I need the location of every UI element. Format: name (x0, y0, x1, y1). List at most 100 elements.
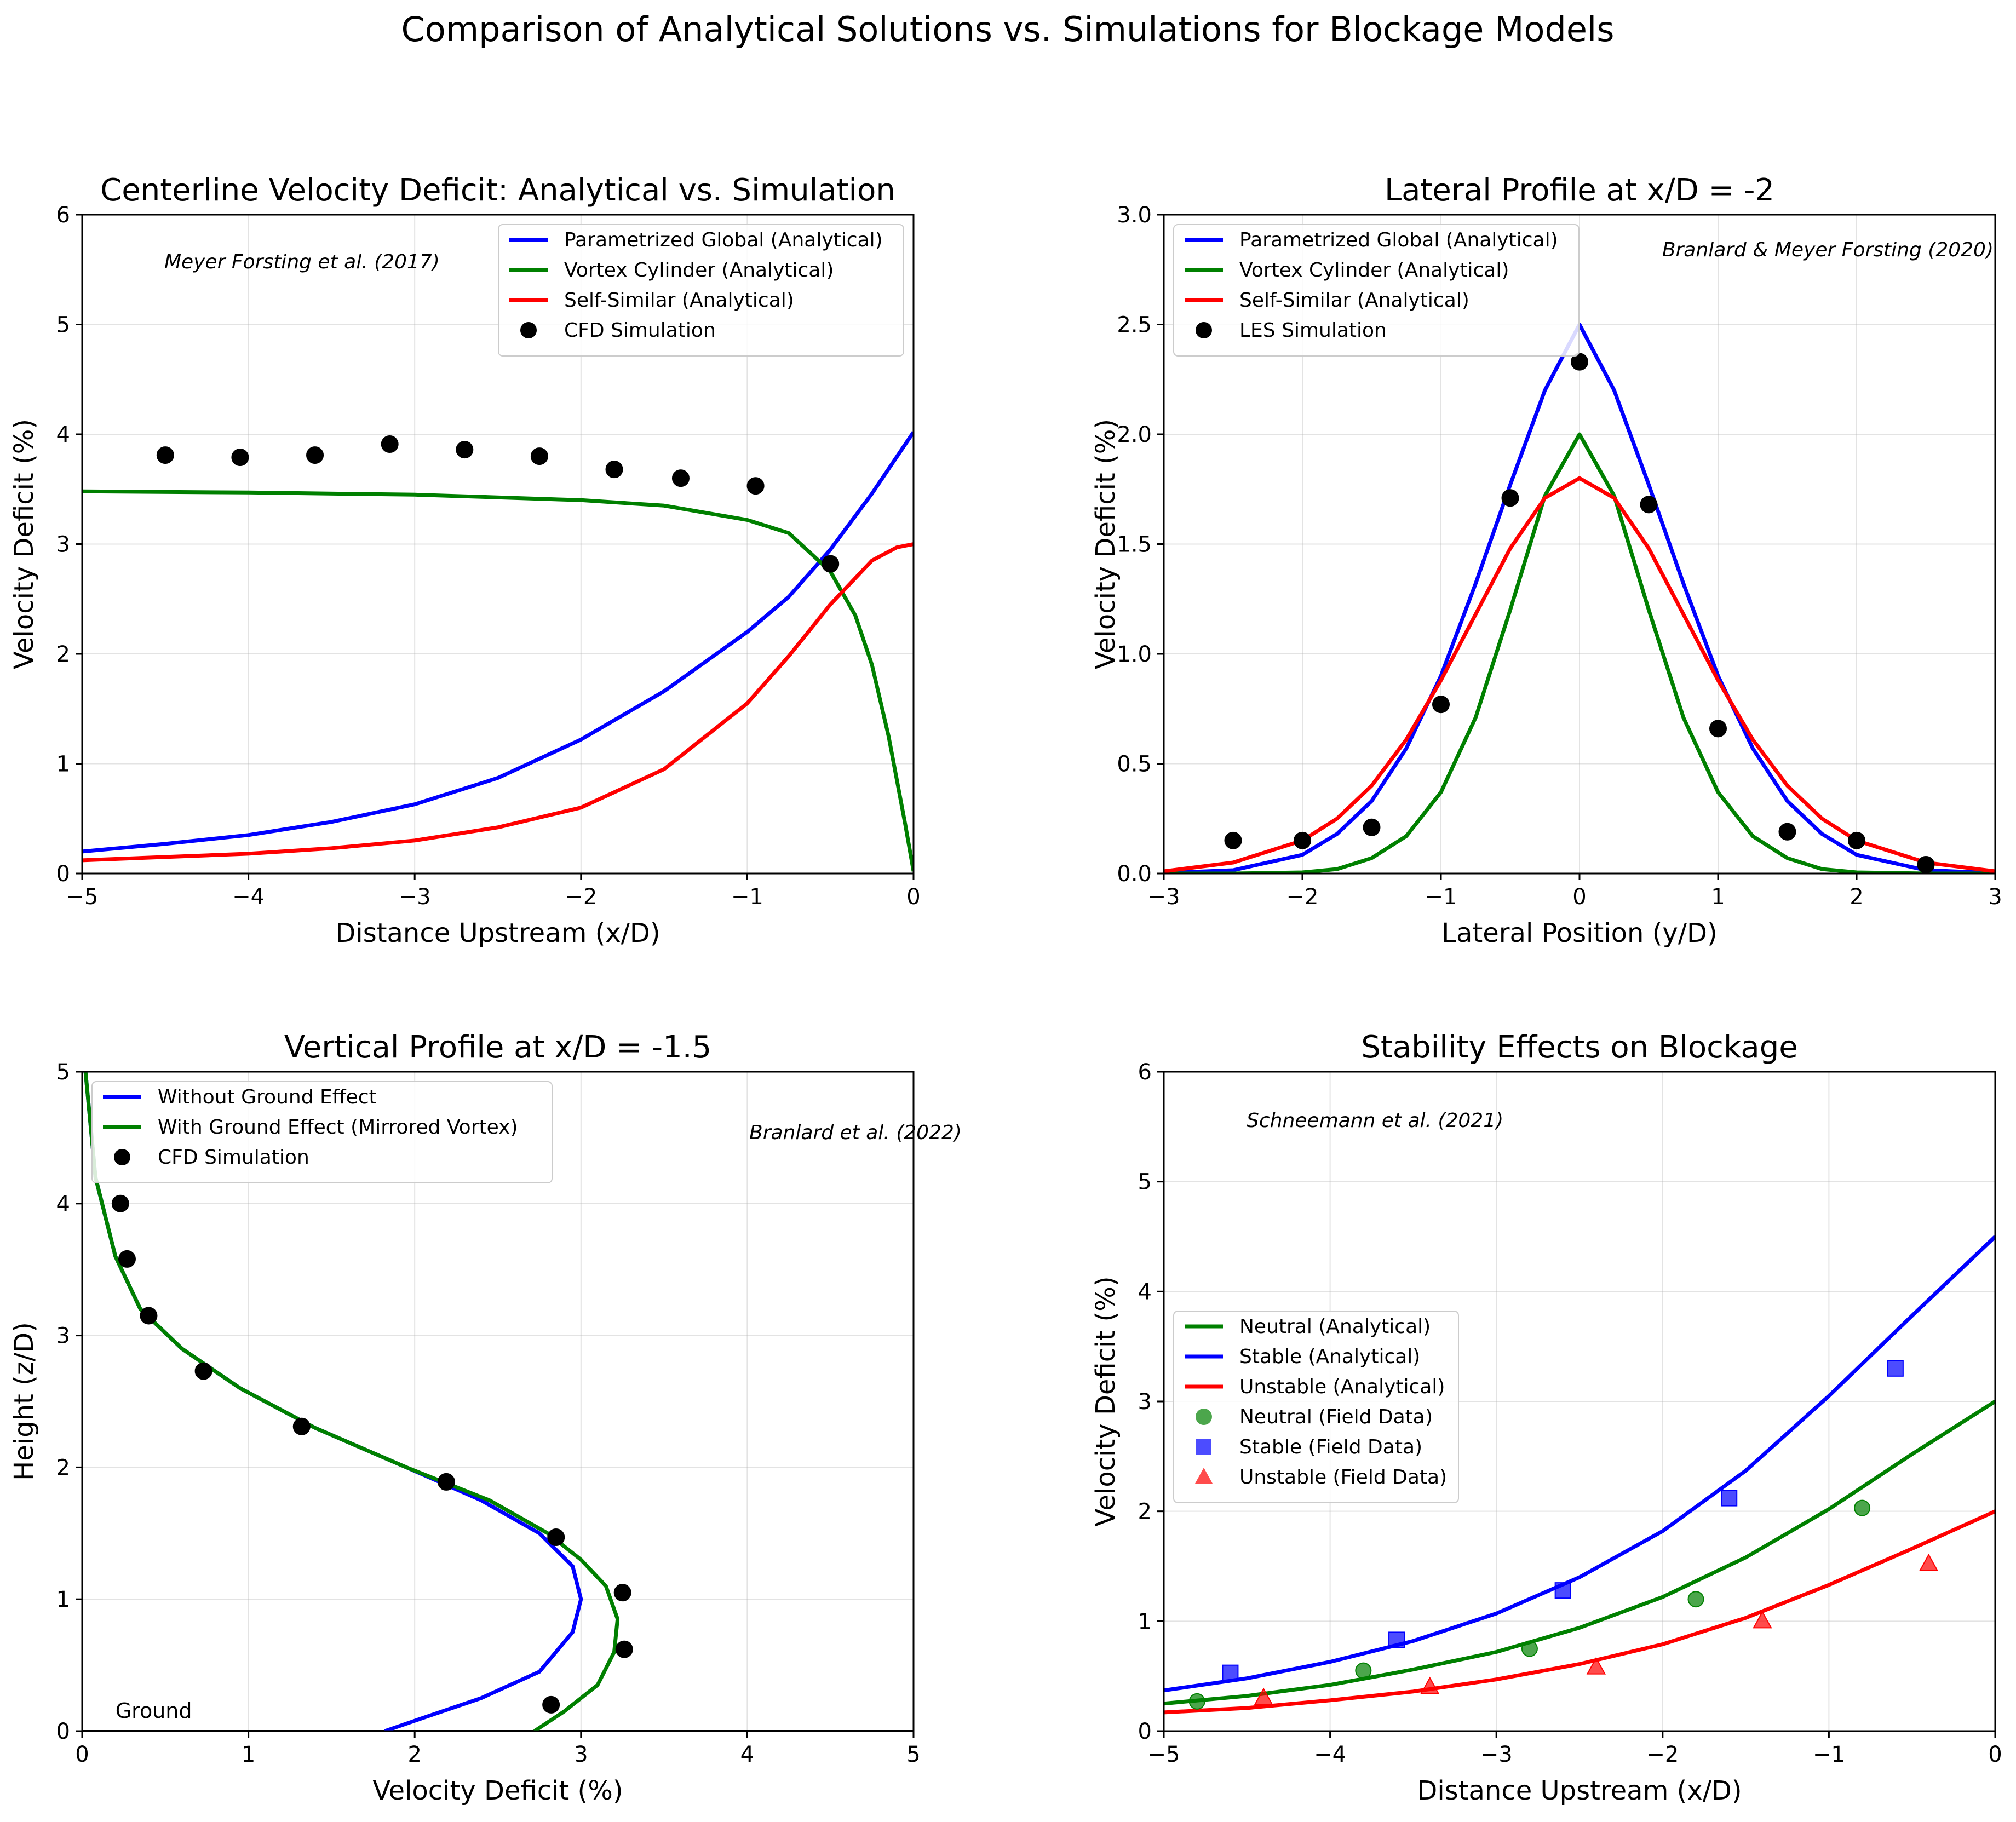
data-point (306, 446, 324, 464)
x-tick-label: 0 (1988, 1742, 2002, 1767)
series-line-1 (1164, 1400, 1995, 1706)
y-tick-label: 0 (56, 861, 70, 887)
series-line-2 (82, 489, 914, 872)
data-point (111, 1194, 129, 1212)
series-line-2 (1164, 432, 1995, 873)
chart-panel-2: −3 −2 −1 0 1 2 3 0.0 0.5 1.0 1.5 2.0 2.5 3.0 Lateral P… (1090, 173, 2002, 949)
y-tick-label: 2 (1138, 1499, 1152, 1525)
x-tick-label: −5 (1148, 1742, 1180, 1767)
plot-area (1164, 1235, 1995, 1715)
legend: Neutral (Analytical) Stable (Analytical) U… (1173, 1311, 1459, 1503)
x-tick-label: −4 (1314, 1742, 1346, 1767)
chart-title: Vertical Profile at x/D = -1.5 (284, 1030, 711, 1065)
data-point (1687, 1591, 1704, 1608)
data-point (1709, 720, 1727, 738)
annotation: Branlard & Meyer Forsting (2020) (1662, 239, 1994, 261)
data-point (1753, 1611, 1772, 1629)
data-point (156, 446, 174, 464)
data-point (822, 555, 840, 573)
data-point (1778, 823, 1796, 841)
legend-handle (1195, 1468, 1213, 1484)
data-point (194, 1362, 212, 1380)
data-point (615, 1640, 633, 1658)
x-tick-label: −2 (565, 884, 597, 910)
legend-label: Neutral (Analytical) (1239, 1315, 1431, 1338)
legend-label: Vortex Cylinder (Analytical) (1239, 259, 1509, 281)
x-tick-label: 5 (906, 1742, 920, 1767)
legend-handle (1196, 1439, 1211, 1455)
legend: Parametrized Global (Analytical) Vortex C… (498, 224, 904, 357)
legend-label: LES Simulation (1239, 319, 1387, 342)
data-point (1254, 1687, 1273, 1705)
chart-title: Lateral Profile at x/D = -2 (1385, 173, 1774, 208)
series-line-2 (83, 1072, 620, 1731)
data-point (1586, 1657, 1606, 1675)
figure-title: Comparison of Analytical Solutions vs. S… (401, 9, 1614, 49)
data-point (1919, 1553, 1939, 1571)
y-tick-label: 0 (56, 1719, 70, 1744)
x-tick-label: −2 (1646, 1742, 1679, 1767)
legend-label: CFD Simulation (564, 319, 716, 342)
plot-area (82, 431, 914, 872)
data-point (1854, 1499, 1871, 1516)
y-tick-label: 5 (56, 313, 70, 338)
legend-label: Without Ground Effect (158, 1086, 377, 1108)
y-tick-label: 6 (1138, 1060, 1152, 1085)
annotation: Schneemann et al. (2021) (1247, 1110, 1503, 1132)
x-tick-label: −2 (1286, 884, 1319, 910)
y-tick-label: 5 (56, 1060, 70, 1085)
x-tick-label: −1 (1425, 884, 1457, 910)
y-tick-label: 1 (56, 1587, 70, 1612)
data-point (1917, 855, 1935, 873)
data-point (1222, 1664, 1239, 1681)
chart-panel-3: Ground 0 1 2 3 4 5 0 1 2 3 4 5 Vertical Profile at x/… (9, 1030, 962, 1806)
data-point (530, 447, 548, 465)
legend-box (498, 224, 904, 357)
x-tick-label: 3 (574, 1742, 588, 1767)
y-tick-label: 0.5 (1117, 752, 1152, 777)
data-point (1501, 489, 1519, 507)
x-tick-label: 2 (407, 1742, 421, 1767)
x-tick-label: 2 (1850, 884, 1863, 910)
x-tick-label: −3 (1480, 1742, 1513, 1767)
y-tick-label: 3 (56, 1324, 70, 1349)
data-point (1355, 1662, 1372, 1679)
chart-title: Centerline Velocity Deficit: Analytical … (100, 173, 895, 208)
y-tick-label: 6 (56, 203, 70, 228)
legend-handle (1196, 322, 1212, 338)
data-point (1848, 831, 1865, 849)
y-tick-label: 2.5 (1117, 313, 1152, 338)
y-tick-label: 1.5 (1117, 532, 1152, 557)
data-point (118, 1250, 136, 1268)
legend-label: CFD Simulation (158, 1146, 309, 1169)
data-point (1887, 1360, 1904, 1377)
chart-panel-1: −5 −4 −3 −2 −1 0 0 1 2 3 4 5 6 Centerline Velocity De… (9, 173, 921, 949)
data-point (542, 1695, 560, 1714)
legend-handle (114, 1149, 130, 1165)
series-line-3 (1164, 476, 1995, 873)
data-point (1554, 1582, 1571, 1599)
x-tick-label: −1 (1813, 1742, 1845, 1767)
y-tick-label: 3 (1138, 1389, 1152, 1415)
y-axis-label: Height (z/D) (9, 1322, 39, 1481)
y-axis-label: Velocity Deficit (%) (1090, 1276, 1121, 1526)
y-tick-label: 5 (1138, 1170, 1152, 1195)
ground-label: Ground (116, 1699, 192, 1723)
legend-label: With Ground Effect (Mirrored Vortex) (158, 1116, 518, 1139)
legend-label: Self-Similar (Analytical) (1239, 289, 1469, 312)
axes-frame (81, 1071, 915, 1732)
y-axis-label: Velocity Deficit (%) (1090, 419, 1121, 669)
legend-label: Stable (Analytical) (1239, 1346, 1420, 1368)
chart-panel-4: −5 −4 −3 −2 −1 0 0 1 2 3 4 5 6 Stability Effects on B… (1090, 1030, 2002, 1806)
legend: Parametrized Global (Analytical) Vortex C… (1173, 224, 1580, 357)
data-point (671, 469, 690, 487)
data-point (1521, 1640, 1538, 1657)
data-point (437, 1473, 455, 1491)
y-tick-label: 4 (56, 422, 70, 447)
annotation: Meyer Forsting et al. (2017) (164, 251, 440, 273)
data-point (381, 435, 399, 453)
y-tick-label: 2.0 (1117, 422, 1152, 447)
x-tick-label: 1 (1711, 884, 1725, 910)
x-tick-label: 4 (740, 1742, 754, 1767)
